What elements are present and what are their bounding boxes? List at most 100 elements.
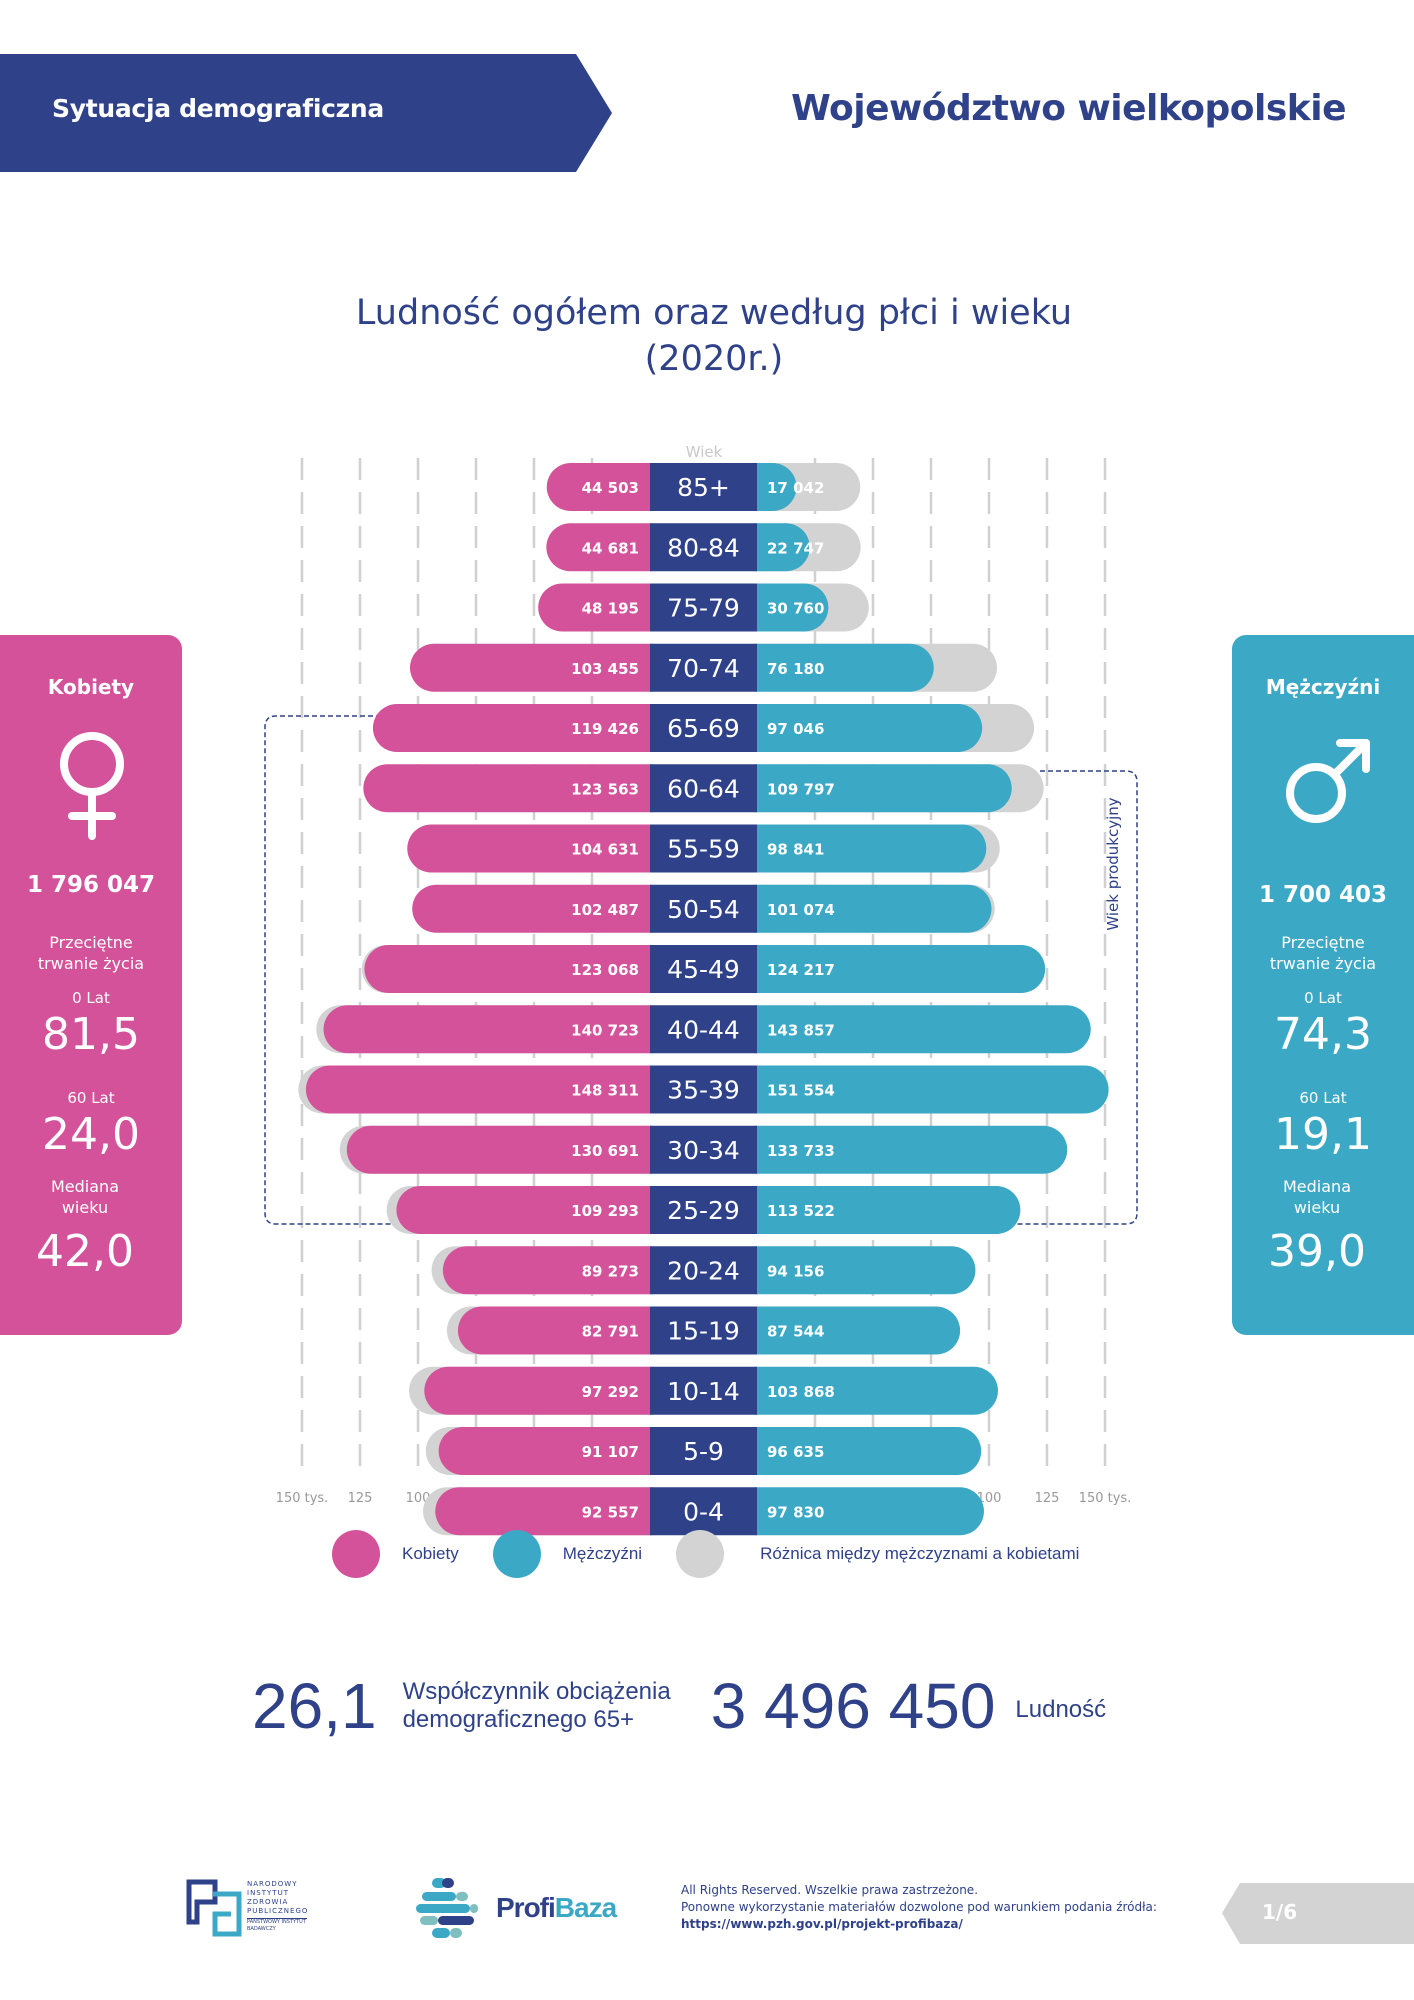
- logo-text: Profi: [496, 1892, 556, 1923]
- age-group-label: 70-74: [667, 654, 740, 683]
- age-group-cell: [650, 583, 757, 632]
- bar-women: [435, 1487, 674, 1536]
- age0-value: 74,3: [1274, 1009, 1372, 1060]
- men-value-label: 17 042: [767, 479, 824, 497]
- women-value-label: 123 563: [571, 780, 639, 798]
- age60-label: 60 Lat: [1299, 1089, 1347, 1107]
- x-tick-label: 100: [406, 1491, 431, 1506]
- legend-label: Różnica między mężczyznami a kobietami: [760, 1544, 1080, 1563]
- age-group-label: 5-9: [683, 1437, 724, 1466]
- life-expectancy-label: trwanie życia: [1269, 954, 1377, 973]
- women-value-label: 92 557: [582, 1503, 639, 1521]
- logo-text: Baza: [554, 1892, 617, 1923]
- men-value-label: 30 760: [767, 600, 824, 618]
- bar-men: [733, 643, 934, 692]
- profibaza-logo-mark: [416, 1878, 478, 1938]
- legend-label: Mężczyźni: [562, 1544, 643, 1563]
- age-group-label: 60-64: [667, 774, 740, 803]
- bar-men: [733, 1306, 961, 1355]
- bar-women: [407, 824, 674, 873]
- median-label: wieku: [61, 1198, 109, 1217]
- women-value-label: 44 681: [582, 539, 639, 557]
- bar-women: [546, 523, 674, 572]
- women-value-label: 119 426: [571, 720, 639, 738]
- bar-women: [396, 1186, 674, 1234]
- men-value-label: 97 046: [767, 720, 824, 738]
- age-group-label: 55-59: [667, 835, 740, 864]
- women-value-label: 130 691: [571, 1142, 639, 1160]
- bar-men: [733, 1427, 982, 1475]
- nizp-logo-mark: [186, 1879, 242, 1937]
- age-group-label: 25-29: [667, 1196, 740, 1225]
- productive-age-label: Wiek produkcyjny: [1104, 797, 1122, 930]
- age-group-label: 10-14: [667, 1377, 740, 1406]
- life-expectancy-label: Przeciętne: [49, 933, 133, 952]
- x-tick-label: 125: [1035, 1491, 1060, 1506]
- women-value-label: 89 273: [582, 1262, 639, 1280]
- section-title: Sytuacja demograficzna: [52, 94, 384, 123]
- median-value: 42,0: [36, 1226, 134, 1277]
- legend-item-men: Mężczyźni: [492, 1530, 643, 1578]
- men-panel: Mężczyźni 1 700 403 Przeciętne trwanie ż…: [1232, 635, 1414, 1335]
- bar-women: [412, 884, 674, 933]
- logo-text: PAŃSTWOWY INSTYTUT BADAWCZY: [247, 1918, 307, 1932]
- age-group-label: 20-24: [667, 1256, 740, 1285]
- age-group-label: 45-49: [667, 955, 740, 984]
- men-value-label: 98 841: [767, 841, 824, 859]
- women-value-label: 140 723: [571, 1021, 639, 1039]
- summary-stats: 26,1 Współczynnik obciążenia demograficz…: [252, 1668, 1106, 1744]
- age60-label: 60 Lat: [67, 1089, 115, 1107]
- men-value-label: 151 554: [767, 1082, 835, 1100]
- age60-value: 19,1: [1274, 1109, 1372, 1160]
- age-group-cell: [650, 1065, 757, 1114]
- age-group-label: 40-44: [667, 1015, 740, 1044]
- age-group-cell: [650, 824, 757, 873]
- x-tick-label: 100: [977, 1491, 1002, 1506]
- women-title: Kobiety: [47, 675, 135, 699]
- women-value-label: 44 503: [582, 479, 639, 497]
- age-group-cell: [650, 523, 757, 572]
- population-label: Ludność: [1015, 1696, 1107, 1723]
- x-tick-label: 125: [348, 1491, 373, 1506]
- dependency-ratio-label: Współczynnik obciążenia demograficznego …: [403, 1678, 671, 1734]
- male-symbol-icon: [1286, 739, 1370, 823]
- age-group-label: 85+: [677, 473, 730, 502]
- men-total: 1 700 403: [1258, 882, 1388, 908]
- women-panel: Kobiety 1 796 047 Przeciętne trwanie życ…: [0, 635, 182, 1335]
- bar-women: [442, 1246, 674, 1295]
- age0-label: 0 Lat: [1304, 989, 1342, 1007]
- age-group-label: 65-69: [667, 714, 740, 743]
- chart-title-line-1: Ludność ogółem oraz według płci i wieku: [355, 293, 1073, 333]
- bar-women: [372, 704, 674, 752]
- footer-copyright: All Rights Reserved. Wszelkie prawa zast…: [681, 1882, 1157, 1933]
- men-value-label: 109 797: [767, 780, 835, 798]
- legend-swatch: [332, 1530, 380, 1578]
- age-group-label: 50-54: [667, 895, 740, 924]
- nizp-logo: NARODOWY INSTYTUT ZDROWIA PUBLICZNEGO PA…: [185, 1876, 325, 1940]
- age-group-label: 15-19: [667, 1317, 740, 1346]
- chart-title: Ludność ogółem oraz według płci i wieku …: [0, 290, 1414, 382]
- bar-women: [546, 463, 674, 511]
- age-group-cell: [650, 1005, 757, 1054]
- legend-item-difference: Różnica między mężczyznami a kobietami: [676, 1530, 1079, 1578]
- age-group-label: 80-84: [667, 533, 740, 562]
- dependency-label-line: Współczynnik obciążenia: [402, 1678, 671, 1705]
- region-title: Województwo wielkopolskie: [791, 88, 1346, 129]
- legend-swatch: [492, 1530, 541, 1578]
- bar-women: [364, 945, 674, 993]
- legend-swatch: [676, 1530, 725, 1578]
- age-group-cell: [650, 643, 757, 692]
- bar-men: [733, 1366, 998, 1415]
- age-group-cell: [650, 884, 757, 933]
- chart-legend: Kobiety Mężczyźni Różnica między mężczyz…: [332, 1530, 1079, 1578]
- age-group-label: 0-4: [683, 1497, 724, 1526]
- bar-women: [457, 1306, 674, 1355]
- source-link[interactable]: https://www.pzh.gov.pl/projekt-profibaza…: [681, 1917, 963, 1931]
- women-total: 1 796 047: [26, 872, 156, 898]
- age-group-label: 30-34: [667, 1136, 740, 1165]
- dependency-ratio-value: 26,1: [252, 1670, 377, 1742]
- bar-men: [733, 704, 983, 752]
- female-symbol-icon: [60, 732, 124, 840]
- age-group-cell: [650, 1366, 757, 1415]
